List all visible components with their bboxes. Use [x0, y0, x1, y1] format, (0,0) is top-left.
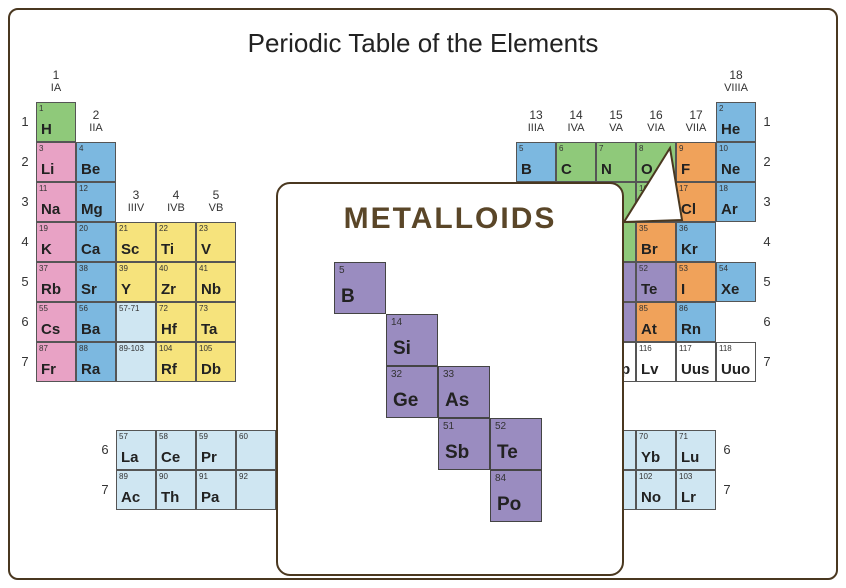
fblock-60: 60: [236, 430, 276, 470]
row-label-right-1: 1: [760, 114, 774, 129]
element-Fr: 87Fr: [36, 342, 76, 382]
element-Nb: 41Nb: [196, 262, 236, 302]
row-label-right-4: 4: [760, 234, 774, 249]
col-header-4: 4IVB: [156, 188, 196, 214]
element-Ca: 20Ca: [76, 222, 116, 262]
row-label-right-3: 3: [760, 194, 774, 209]
element-I: 53I: [676, 262, 716, 302]
element-Y: 39Y: [116, 262, 156, 302]
element-Xe: 54Xe: [716, 262, 756, 302]
metalloid-Sb: 51Sb: [438, 418, 490, 470]
fblock-89: 89Ac: [116, 470, 156, 510]
fblock-102: 102No: [636, 470, 676, 510]
element-Ra: 88Ra: [76, 342, 116, 382]
fblock-58: 58Ce: [156, 430, 196, 470]
element-N: 7N: [596, 142, 636, 182]
element-V: 23V: [196, 222, 236, 262]
element-Te: 52Te: [636, 262, 676, 302]
col-header-13: 13IIIA: [516, 108, 556, 134]
element-Br: 35Br: [636, 222, 676, 262]
element-57-71: 57-71: [116, 302, 156, 342]
row-label-left-3: 3: [18, 194, 32, 209]
element-Ne: 10Ne: [716, 142, 756, 182]
page-title: Periodic Table of the Elements: [10, 28, 836, 59]
callout-title: METALLOIDS: [278, 202, 622, 236]
element-Lv: 116Lv: [636, 342, 676, 382]
element-Cl: 17Cl: [676, 182, 716, 222]
col-header-16: 16VIA: [636, 108, 676, 134]
element-H: 1H: [36, 102, 76, 142]
fblock-91: 91Pa: [196, 470, 236, 510]
col-header-5: 5VB: [196, 188, 236, 214]
element-Mg: 12Mg: [76, 182, 116, 222]
element-Rf: 104Rf: [156, 342, 196, 382]
fblock-57: 57La: [116, 430, 156, 470]
element-89-103: 89-103: [116, 342, 156, 382]
element-At: 85At: [636, 302, 676, 342]
metalloids-callout: METALLOIDS 5B14Si32Ge33As51Sb52Te84Po: [276, 182, 624, 576]
row-label-left-7: 7: [18, 354, 32, 369]
col-header-14: 14IVA: [556, 108, 596, 134]
fblock-103: 103Lr: [676, 470, 716, 510]
col-header-1: 1IA: [36, 68, 76, 94]
element-Kr: 36Kr: [676, 222, 716, 262]
col-header-2: 2IIA: [76, 108, 116, 134]
element-Db: 105Db: [196, 342, 236, 382]
element-Hf: 72Hf: [156, 302, 196, 342]
col-header-15: 15VA: [596, 108, 636, 134]
element-Cs: 55Cs: [36, 302, 76, 342]
element-Uus: 117Uus: [676, 342, 716, 382]
element-He: 2He: [716, 102, 756, 142]
row-label-left-1: 1: [18, 114, 32, 129]
element-S: 16S: [636, 182, 676, 222]
element-F: 9F: [676, 142, 716, 182]
fblock-90: 90Th: [156, 470, 196, 510]
element-Ar: 18Ar: [716, 182, 756, 222]
row-label-right-7: 7: [760, 354, 774, 369]
metalloid-As: 33As: [438, 366, 490, 418]
fblock-row-label-6: 6: [720, 442, 734, 457]
element-O: 8O: [636, 142, 676, 182]
col-header-3: 3IIIV: [116, 188, 156, 214]
col-header-18: 18VIIIA: [716, 68, 756, 94]
fblock-row-label-left-6: 6: [98, 442, 112, 457]
fblock-70: 70Yb: [636, 430, 676, 470]
metalloid-Po: 84Po: [490, 470, 542, 522]
row-label-left-6: 6: [18, 314, 32, 329]
metalloid-Si: 14Si: [386, 314, 438, 366]
element-Ba: 56Ba: [76, 302, 116, 342]
row-label-left-5: 5: [18, 274, 32, 289]
element-C: 6C: [556, 142, 596, 182]
element-Rb: 37Rb: [36, 262, 76, 302]
fblock-92: 92: [236, 470, 276, 510]
fblock-59: 59Pr: [196, 430, 236, 470]
row-label-right-6: 6: [760, 314, 774, 329]
element-Zr: 40Zr: [156, 262, 196, 302]
row-label-left-4: 4: [18, 234, 32, 249]
element-Be: 4Be: [76, 142, 116, 182]
metalloid-Ge: 32Ge: [386, 366, 438, 418]
col-header-17: 17VIIA: [676, 108, 716, 134]
fblock-row-label-7: 7: [720, 482, 734, 497]
element-Uuo: 118Uuo: [716, 342, 756, 382]
element-Ti: 22Ti: [156, 222, 196, 262]
element-Sc: 21Sc: [116, 222, 156, 262]
metalloid-Te: 52Te: [490, 418, 542, 470]
element-Rn: 86Rn: [676, 302, 716, 342]
row-label-left-2: 2: [18, 154, 32, 169]
element-Li: 3Li: [36, 142, 76, 182]
frame: Periodic Table of the Elements 1IA2IIA 3I…: [8, 8, 838, 580]
fblock-71: 71Lu: [676, 430, 716, 470]
row-label-right-5: 5: [760, 274, 774, 289]
row-label-right-2: 2: [760, 154, 774, 169]
element-Sr: 38Sr: [76, 262, 116, 302]
element-Na: 11Na: [36, 182, 76, 222]
fblock-row-label-left-7: 7: [98, 482, 112, 497]
element-Ta: 73Ta: [196, 302, 236, 342]
element-B: 5B: [516, 142, 556, 182]
metalloid-B: 5B: [334, 262, 386, 314]
element-K: 19K: [36, 222, 76, 262]
